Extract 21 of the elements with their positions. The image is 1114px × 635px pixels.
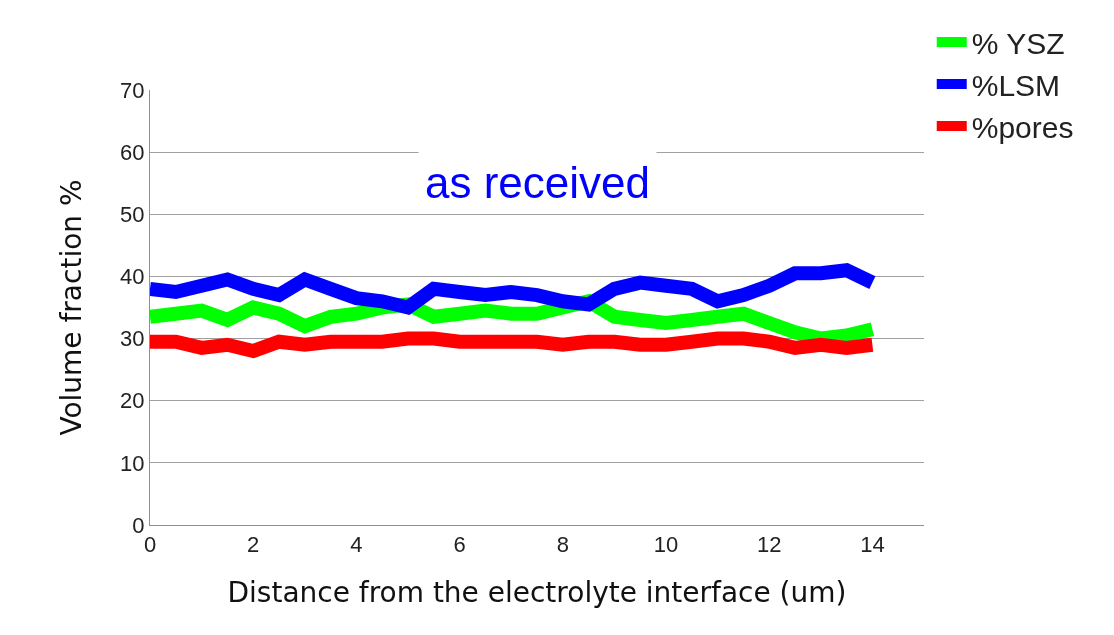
legend-label: %pores bbox=[971, 110, 1074, 144]
y-tick-label: 50 bbox=[120, 201, 145, 227]
y-axis-title: Volume fraction % bbox=[54, 179, 88, 436]
y-tick-label: 70 bbox=[120, 77, 145, 103]
y-tick-label: 40 bbox=[120, 264, 145, 290]
y-tick-label: 20 bbox=[120, 388, 145, 414]
y-tick-label: 30 bbox=[120, 326, 145, 352]
y-tick-label: 10 bbox=[120, 450, 145, 476]
x-axis-title: Distance from the electrolyte interface (um) bbox=[227, 575, 847, 609]
x-tick-label: 10 bbox=[653, 532, 679, 558]
text: as received bbox=[425, 158, 651, 207]
x-tick-label: 12 bbox=[756, 532, 782, 558]
legend-label: % YSZ bbox=[971, 26, 1065, 60]
x-tick-label: 14 bbox=[860, 532, 885, 558]
x-tick-label: 2 bbox=[247, 532, 260, 558]
y-tick-label: 0 bbox=[132, 512, 145, 538]
y-tick-label: 60 bbox=[120, 139, 145, 165]
x-tick-label: 8 bbox=[556, 532, 569, 558]
x-tick-label: 6 bbox=[453, 532, 466, 558]
legend-label: %LSM bbox=[971, 68, 1061, 102]
x-tick-label: 4 bbox=[350, 532, 363, 558]
